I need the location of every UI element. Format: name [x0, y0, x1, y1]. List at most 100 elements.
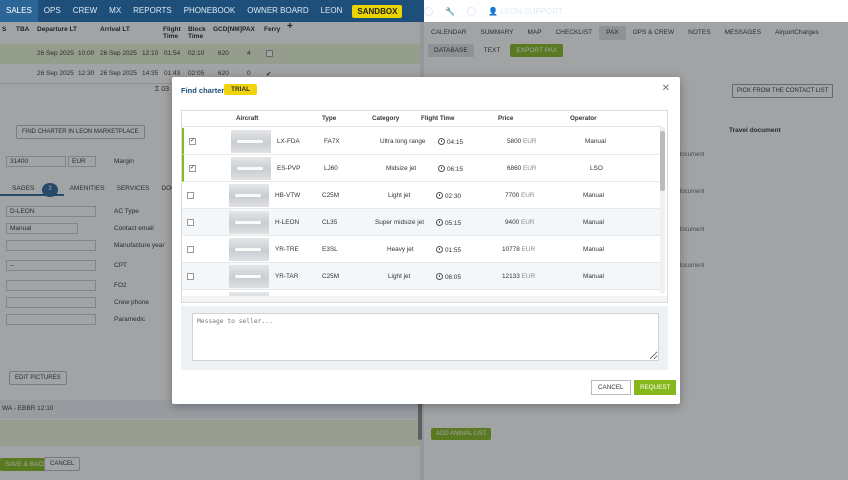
doc-field[interactable]: document [678, 263, 705, 269]
nav-ops[interactable]: OPS [43, 6, 61, 15]
pax: 0 [247, 70, 251, 77]
row-checkbox[interactable]: ✓ [189, 165, 196, 172]
aircraft-reg: YR-TRE [275, 246, 299, 253]
gear-icon[interactable] [466, 6, 476, 16]
price: 10778 EUR [502, 246, 535, 253]
currency: EUR [521, 273, 536, 280]
subtab-database[interactable]: DATABASE [428, 44, 474, 57]
pick-contact-button[interactable]: PICK FROM THE CONTACT LIST [732, 84, 834, 98]
grid-horizontal-scrollbar[interactable] [182, 296, 667, 302]
mode-select[interactable]: Manual [6, 223, 78, 234]
aircraft-thumbnail [231, 130, 271, 153]
blank-field-4[interactable] [6, 314, 96, 325]
time-value: 04:15 [447, 139, 463, 146]
nav-reports[interactable]: REPORTS [133, 6, 172, 15]
user-menu[interactable]: 👤 LEON SUPPORT [488, 7, 563, 16]
aircraft-reg: LX-FDA [277, 138, 300, 145]
col-s: S [2, 26, 7, 33]
dep-time: 12:30 [78, 70, 95, 77]
category: Ultra long range [380, 138, 426, 145]
tab-pax[interactable]: PAX [599, 26, 626, 40]
globe-icon[interactable] [424, 6, 433, 16]
col-departure: Departure LT [37, 26, 77, 33]
col-price: Price [498, 115, 514, 122]
tab-notes[interactable]: NOTES [688, 29, 711, 36]
subtab-text[interactable]: TEXT [483, 47, 501, 54]
flight-time: 05:15 [436, 219, 461, 227]
close-icon[interactable]: ✕ [661, 83, 670, 94]
col-aircraft: Aircraft [236, 115, 259, 122]
price-value: 7700 [505, 192, 520, 199]
table-row[interactable]: 26 Sep 2025 10:00 26 Sep 2025 12:10 01:5… [0, 44, 420, 64]
cpt-select[interactable]: -- [6, 260, 96, 271]
nav-phonebook[interactable]: PHONEBOOK [183, 6, 236, 15]
aircraft-field[interactable]: D-LEON [6, 206, 96, 217]
doc-field[interactable]: document [678, 189, 705, 195]
contact-email-label: Contact email [114, 225, 154, 232]
right-tabs: CALENDAR SUMMARY MAP CHECKLIST PAX OPS &… [424, 26, 826, 40]
tab-ops-crew[interactable]: OPS & CREW [632, 29, 675, 36]
blank-field-2[interactable] [6, 280, 96, 291]
wrench-icon[interactable]: 🔧 [445, 6, 455, 16]
trial-badge: TRIAL [224, 84, 258, 95]
cpt-label: CPT [114, 262, 127, 269]
add-leg-icon[interactable]: + [287, 21, 293, 32]
row-checkbox[interactable]: ✓ [189, 138, 196, 145]
ferry-check-icon[interactable]: ✔ [266, 71, 272, 78]
crew-phone-label: Crew phone [114, 299, 150, 306]
tab-summary[interactable]: SUMMARY [480, 29, 514, 36]
tab-messages-right[interactable]: MESSAGES [724, 29, 762, 36]
export-pax-button[interactable]: EXPORT PAX [510, 44, 564, 57]
price-value: 9400 [505, 219, 520, 226]
blank-field-1[interactable] [6, 240, 96, 251]
charter-row[interactable]: YR-TAR C25M Light jet 06:05 12133 EUR Ma… [182, 263, 662, 290]
tab-checklist[interactable]: CHECKLIST [555, 29, 593, 36]
tab-airport-charges[interactable]: AirportCharges [775, 29, 819, 36]
charter-row[interactable]: ✓ LX-FDA FA7X Ultra long range 04:15 580… [182, 128, 662, 155]
nav-leon[interactable]: LEON [320, 6, 343, 15]
price-input[interactable]: 31400 [6, 156, 66, 167]
find-marketplace-label: FIND CHARTER IN LEON MARKETPLACE [22, 129, 139, 135]
tab-services[interactable]: SERVICES [116, 185, 150, 192]
row-checkbox[interactable] [187, 219, 194, 226]
edit-pictures-button[interactable]: EDIT PICTURES [9, 371, 67, 385]
nav-crew[interactable]: CREW [72, 6, 98, 15]
col-type: Type [322, 115, 337, 122]
nav-sales[interactable]: SALES [0, 0, 38, 22]
row-checkbox[interactable] [187, 273, 194, 280]
modal-cancel-button[interactable]: CANCEL [591, 380, 631, 395]
cancel-button[interactable]: CANCEL [44, 457, 81, 471]
col-ferry: Ferry [264, 26, 281, 33]
blank-field-3[interactable] [6, 297, 96, 308]
operator: Manual [583, 246, 604, 253]
grid-scrollbar-thumb[interactable] [660, 131, 665, 191]
doc-field[interactable]: document [678, 227, 705, 233]
tab-map[interactable]: MAP [527, 29, 542, 36]
tab-amenities[interactable]: AMENITIES [69, 185, 105, 192]
find-marketplace-button[interactable]: FIND CHARTER IN LEON MARKETPLACE [16, 125, 145, 139]
row-checkbox[interactable] [187, 246, 194, 253]
add-animal-list-button[interactable]: ADD ANIMAL LIST [431, 428, 492, 440]
category: Midsize jet [386, 165, 417, 172]
charter-row[interactable]: YR-TRE E3SL Heavy jet 01:55 10778 EUR Ma… [182, 236, 662, 263]
charter-row[interactable]: H-LEON CL35 Super midsize jet 05:15 9400… [182, 209, 662, 236]
message-input[interactable] [192, 313, 659, 361]
charter-row[interactable]: ✓ ES-PVP LJ60 Midsize jet 06:15 6860 EUR… [182, 155, 662, 182]
tab-calendar[interactable]: CALENDAR [431, 29, 467, 36]
doc-field[interactable]: document [678, 152, 705, 158]
request-button[interactable]: REQUEST [634, 380, 677, 395]
tab-messages[interactable]: SAGES 3 [0, 182, 64, 197]
currency: EUR [521, 246, 536, 253]
clock-icon [438, 138, 445, 145]
nav-owner-board[interactable]: OWNER BOARD [247, 6, 309, 15]
dep-date: 26 Sep 2025 [37, 70, 74, 77]
save-back-button[interactable]: SAVE & BACK [0, 458, 53, 471]
category: Heavy jet [387, 246, 414, 253]
charter-row[interactable]: HB-VTW C25M Light jet 02:30 7700 EUR Man… [182, 182, 662, 209]
user-icon: 👤 [487, 6, 498, 16]
grid-scrollbar-track[interactable] [660, 127, 665, 293]
ferry-checkbox[interactable] [266, 50, 273, 57]
row-checkbox[interactable] [187, 192, 194, 199]
currency-select[interactable]: EUR [68, 156, 96, 167]
nav-mx[interactable]: MX [109, 6, 122, 15]
